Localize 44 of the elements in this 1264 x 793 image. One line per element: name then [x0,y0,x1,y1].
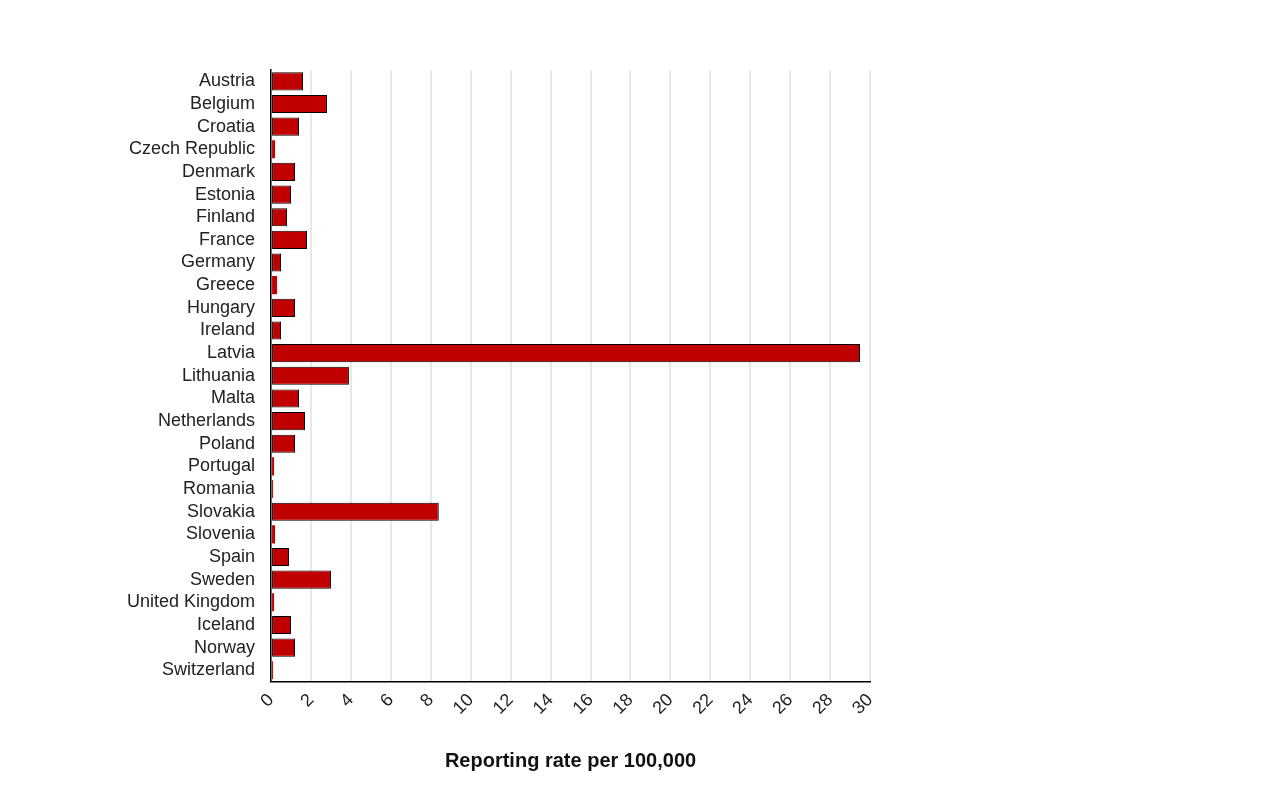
y-tick-label: Czech Republic [129,138,256,159]
y-tick-label: Slovakia [187,500,257,521]
y-tick-label: Estonia [195,183,257,204]
x-tick-label: 20 [648,689,677,718]
y-tick-label: Austria [199,70,257,91]
y-tick-label: Spain [209,545,256,566]
x-tick-label: 0 [256,689,278,711]
x-tick-label: 28 [808,689,837,718]
y-tick-label: Hungary [187,296,256,317]
y-tick-label: Malta [211,387,257,408]
x-tick-label: 14 [528,689,557,718]
y-tick-label: Germany [181,251,256,272]
y-tick-label: Portugal [188,455,256,476]
y-tick-label: Latvia [207,342,257,363]
y-tick-label: Iceland [197,613,256,634]
y-tick-label: Romania [183,478,257,499]
x-tick-label: 16 [568,689,597,718]
y-tick-label: Greece [196,274,256,295]
y-tick-label: Finland [196,206,256,227]
y-tick-label: Sweden [190,568,256,589]
y-tick-label: United Kingdom [127,591,256,612]
y-tick-label: Lithuania [182,364,257,385]
y-tick-label: Norway [194,636,256,657]
y-tick-label: Belgium [190,92,256,113]
y-tick-label: Croatia [197,115,257,136]
x-axis-title: Reporting rate per 100,000 [444,748,697,771]
x-tick-label: 24 [728,689,757,718]
x-tick-label: 12 [488,689,517,718]
x-tick-label: 30 [848,689,877,718]
y-tick-label: Slovenia [186,523,257,544]
y-tick-label: Switzerland [162,659,256,680]
x-tick-label: 26 [768,689,797,718]
x-tick-label: 6 [375,689,398,711]
x-tick-label: 4 [336,689,358,711]
x-tick-label: 18 [608,689,637,718]
y-tick-label: Netherlands [158,410,256,431]
x-tick-label: 10 [448,689,478,718]
x-tick-label: 2 [296,689,318,711]
x-tick-label: 8 [415,689,438,711]
x-tick-label: 22 [688,689,717,718]
y-tick-label: Poland [199,432,256,453]
y-tick-label: France [199,228,256,249]
y-tick-label: Ireland [200,319,256,340]
y-tick-label: Denmark [182,160,257,181]
